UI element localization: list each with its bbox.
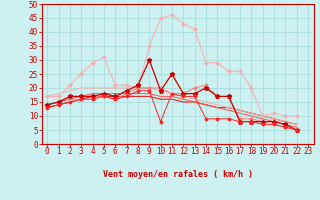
X-axis label: Vent moyen/en rafales ( km/h ): Vent moyen/en rafales ( km/h ) [103, 170, 252, 179]
